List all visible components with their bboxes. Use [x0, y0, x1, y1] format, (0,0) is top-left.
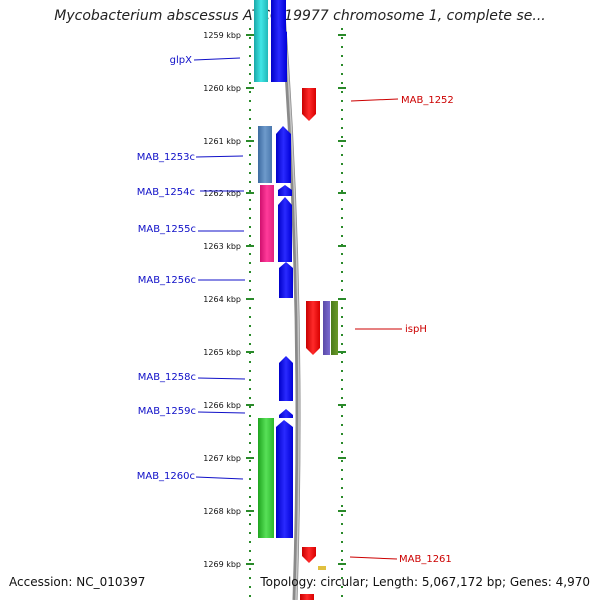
gene-label: MAB_1261 — [399, 554, 452, 565]
cog-bar-MAB_1255c — [260, 185, 274, 262]
map-title: Mycobacterium abscessus ATCC 19977 chrom… — [54, 8, 546, 24]
right-gene-labels: MAB_1252 ispH MAB_1261 — [399, 95, 454, 565]
tick-label: 1262 kbp — [203, 189, 241, 198]
gene-label: MAB_1252 — [401, 95, 454, 106]
gene-MAB_1254c — [278, 185, 292, 196]
gene-MAB_1253c — [276, 126, 291, 183]
left-major-ticks — [246, 34, 254, 565]
cog-bar-MAB_1260c — [258, 418, 274, 538]
gene-label: ispH — [405, 324, 427, 335]
left-gene-labels: glpX MAB_1253c MAB_1254c MAB_1255c MAB_1… — [137, 55, 196, 482]
gene-MAB_1259c — [279, 409, 293, 418]
tick-label: 1267 kbp — [203, 454, 241, 463]
gene-label: MAB_1253c — [137, 152, 195, 163]
tick-label: 1261 kbp — [203, 137, 241, 146]
cog-bar-glpX — [254, 0, 268, 82]
tick-label: 1266 kbp — [203, 401, 241, 410]
gene-MAB_1258c — [279, 356, 293, 401]
gene-label: MAB_1254c — [137, 187, 195, 198]
chromosome-backbone — [279, 0, 301, 600]
cog-bar-ispH-b — [331, 301, 338, 355]
gene-MAB_1261 — [302, 547, 316, 563]
tick-label: 1259 kbp — [203, 31, 241, 40]
cog-bar-MAB_1253c — [258, 126, 272, 183]
plus-strand-genes — [300, 88, 320, 600]
gene-label: MAB_1256c — [138, 275, 196, 286]
minus-strand-genes — [271, 0, 293, 538]
gene-MAB_1252 — [302, 88, 316, 121]
tick-label: 1264 kbp — [203, 295, 241, 304]
cog-bar-ispH-a — [323, 301, 330, 355]
scale-labels: 1259 kbp 1260 kbp 1261 kbp 1262 kbp 1263… — [203, 31, 241, 569]
gene-MAB_1256c — [279, 262, 293, 298]
tick-label: 1268 kbp — [203, 507, 241, 516]
tick-label: 1269 kbp — [203, 560, 241, 569]
gene-label: MAB_1259c — [138, 406, 196, 417]
gene-label: glpX — [170, 55, 192, 66]
gene-label: MAB_1255c — [138, 224, 196, 235]
gene-MAB_1260c — [276, 420, 293, 538]
gene-label: MAB_1258c — [138, 372, 196, 383]
accession-label: Accession: NC_010397 — [9, 575, 146, 589]
topology-label: Topology: circular; Length: 5,067,172 bp… — [260, 575, 590, 589]
right-major-ticks — [338, 34, 346, 565]
gene-label: MAB_1260c — [137, 471, 195, 482]
left-leader-lines — [193, 57, 246, 480]
tick-label: 1263 kbp — [203, 242, 241, 251]
tick-label: 1265 kbp — [203, 348, 241, 357]
right-leader-lines — [349, 98, 402, 560]
tick-label: 1260 kbp — [203, 84, 241, 93]
gene-ispH — [306, 301, 320, 355]
gene-MAB_1255c — [278, 197, 292, 262]
